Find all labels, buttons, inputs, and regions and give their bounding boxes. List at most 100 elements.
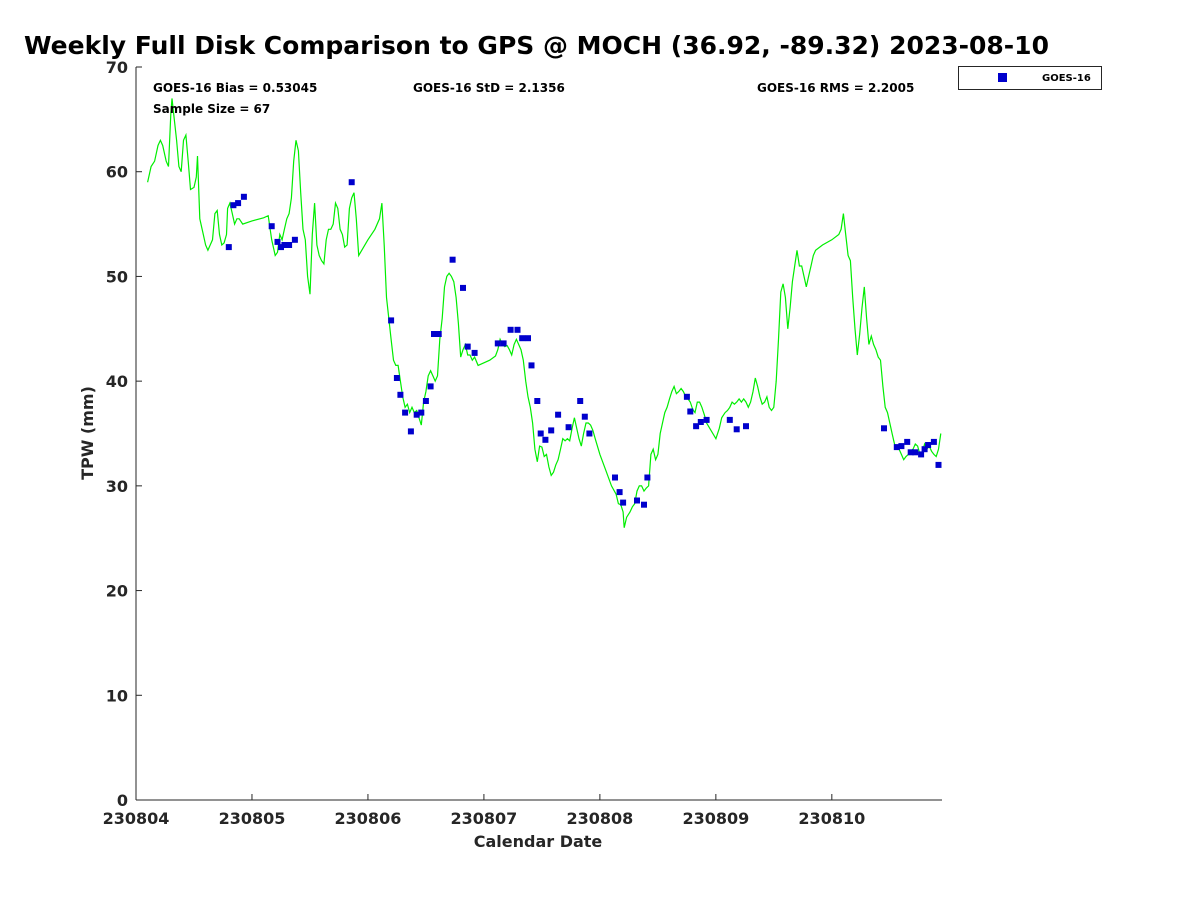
- goes-16-point: [743, 423, 749, 430]
- goes-16-point: [634, 497, 640, 504]
- chart-title: Weekly Full Disk Comparison to GPS @ MOC…: [24, 31, 1049, 60]
- goes-16-point: [555, 411, 562, 418]
- x-tick-label: 230810: [798, 809, 865, 828]
- goes-16-point: [893, 444, 900, 451]
- y-tick-label: 0: [117, 791, 128, 810]
- goes-16-point: [435, 331, 442, 337]
- plot-area: [147, 98, 942, 528]
- goes-16-point: [464, 343, 471, 350]
- goes-16-point: [925, 442, 932, 448]
- goes-16-point: [407, 428, 414, 435]
- sample-size-stat: Sample Size = 67: [153, 102, 270, 116]
- goes-16-point: [525, 335, 531, 342]
- y-tick-label: 30: [106, 477, 128, 496]
- goes-16-point: [240, 193, 247, 200]
- x-tick-label: 230806: [335, 809, 402, 828]
- goes-16-point: [418, 409, 425, 416]
- x-tick-label: 230805: [219, 809, 286, 828]
- goes-16-point: [268, 223, 275, 230]
- goes-16-point: [548, 427, 555, 434]
- goes-16-point: [397, 391, 404, 398]
- y-tick-label: 70: [106, 58, 128, 77]
- goes-16-point: [935, 461, 942, 468]
- goes-16-point: [907, 449, 914, 456]
- goes-16-point: [460, 284, 466, 291]
- goes-16-point: [471, 349, 478, 356]
- y-tick-label: 60: [106, 163, 128, 182]
- y-tick-label: 20: [106, 582, 128, 601]
- legend-box: [958, 66, 1102, 90]
- goes-16-point: [581, 413, 588, 420]
- x-ticks: 230804 230805 230806 230807 230808 230809 2308…: [103, 794, 865, 828]
- goes-16-point: [422, 398, 429, 404]
- goes-16-point: [542, 436, 549, 443]
- y-tick-label: 40: [106, 372, 128, 391]
- goes-16-point: [507, 326, 514, 333]
- x-tick-label: 230809: [682, 809, 749, 828]
- goes-16-point: [278, 244, 284, 251]
- bias-stat: GOES-16 Bias = 0.53045: [153, 81, 317, 95]
- goes-16-point: [431, 331, 437, 337]
- goes-16-point: [683, 393, 690, 400]
- goes-16-point: [912, 449, 919, 456]
- goes-16-point: [281, 242, 288, 248]
- x-tick-label: 230807: [451, 809, 518, 828]
- goes-16-point: [534, 398, 541, 404]
- goes-16-point: [514, 326, 521, 333]
- goes-16-point: [616, 489, 623, 496]
- x-tick-label: 230804: [103, 809, 170, 828]
- goes-16-point: [235, 200, 242, 207]
- y-axis-label: TPW (mm): [78, 386, 97, 480]
- goes-16-point: [586, 430, 593, 437]
- goes-16-point: [693, 423, 700, 430]
- goes-16-point: [565, 424, 572, 431]
- goes-16-point: [930, 438, 937, 445]
- legend: GOES-16: [958, 66, 1102, 90]
- goes-16-point: [577, 398, 584, 404]
- y-tick-label: 10: [106, 686, 128, 705]
- goes-16-point: [274, 238, 281, 245]
- goes-16-point: [726, 416, 733, 423]
- y-ticks: 0 10 20 30 40 50 60 70: [106, 58, 142, 810]
- goes-16-point: [291, 236, 298, 243]
- goes-16-point: [413, 411, 420, 418]
- goes-16-point: [898, 443, 905, 450]
- goes-16-point: [286, 242, 293, 248]
- gps-line-layer: [147, 98, 942, 528]
- goes-16-point: [230, 202, 237, 209]
- goes-16-point: [703, 416, 710, 423]
- goes-16-point: [644, 474, 651, 481]
- y-tick-label: 50: [106, 267, 128, 286]
- goes-16-point: [427, 383, 434, 390]
- goes-16-point: [225, 244, 232, 251]
- goes-16-point: [733, 426, 740, 433]
- x-axis-label: Calendar Date: [474, 832, 603, 851]
- goes-marker-layer: [225, 179, 942, 508]
- goes-16-point: [494, 340, 501, 347]
- goes-16-point: [641, 501, 647, 508]
- goes-16-point: [697, 419, 704, 425]
- goes-16-point: [881, 425, 887, 432]
- goes-16-point: [904, 438, 911, 445]
- goes-16-point: [612, 474, 618, 481]
- goes-16-point: [528, 362, 535, 369]
- goes-16-point: [921, 446, 928, 453]
- gps-series-line: [147, 98, 942, 528]
- goes-16-point: [519, 335, 526, 342]
- goes-16-point: [388, 317, 395, 324]
- std-stat: GOES-16 StD = 2.1356: [413, 81, 565, 95]
- goes-16-point: [687, 408, 694, 415]
- goes-16-point: [537, 430, 544, 437]
- goes-16-point: [620, 499, 627, 506]
- rms-stat: GOES-16 RMS = 2.2005: [757, 81, 914, 95]
- goes-16-point: [348, 179, 355, 186]
- goes-16-point: [918, 451, 925, 458]
- legend-goes-label: GOES-16: [1042, 73, 1091, 84]
- goes-16-point: [449, 256, 456, 263]
- x-tick-label: 230808: [566, 809, 633, 828]
- goes-16-point: [402, 409, 409, 416]
- legend-goes-marker: [998, 73, 1007, 82]
- goes-16-point: [393, 375, 400, 381]
- goes-16-point: [500, 340, 507, 347]
